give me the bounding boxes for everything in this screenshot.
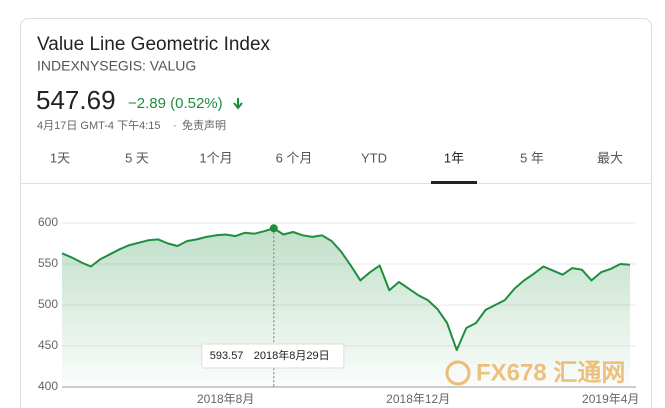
down-arrow — [233, 98, 243, 110]
timestamp: 4月17日 GMT-4 下午4:15 — [37, 119, 161, 132]
watermark: FX678 汇通网 — [476, 359, 625, 386]
y-tick-label: 500 — [38, 297, 58, 311]
y-tick-label: 550 — [38, 256, 58, 270]
price: 547.69 — [36, 85, 116, 115]
tab[interactable]: 5 天 — [125, 150, 149, 165]
tab[interactable]: 最大 — [597, 150, 623, 165]
hover-point — [269, 224, 278, 233]
tab[interactable]: 1个月 — [199, 150, 232, 165]
tab[interactable]: 6 个月 — [276, 150, 313, 165]
tooltip-box — [201, 343, 345, 369]
tab[interactable]: 1年 — [444, 150, 464, 165]
watermark-logo — [445, 360, 471, 386]
tooltip-value: 593.57 — [210, 350, 244, 362]
tooltip-date: 2018年8月29日 — [254, 348, 330, 362]
chart: 400 450 500 550 600 2018年8月 2018年12月 2019年4月 593… — [38, 215, 639, 406]
separator: · — [173, 120, 177, 132]
title: Value Line Geometric Index — [37, 34, 271, 55]
change: −2.89 (0.52%) — [128, 95, 223, 112]
tab-bar: 1天 5 天 1个月 6 个月 YTD 1年 5 年 最大 — [50, 150, 623, 184]
line — [61, 227, 631, 352]
disclaimer-link[interactable]: 免责声明 — [182, 118, 226, 132]
x-tick-label: 2018年8月 — [197, 392, 254, 406]
tab-underline — [431, 181, 477, 184]
tab[interactable]: YTD — [361, 150, 387, 165]
y-tick-label: 400 — [38, 379, 58, 393]
ticker: INDEXNYSEGIS: VALUG — [37, 58, 196, 74]
y-tick-label: 600 — [38, 215, 58, 229]
tab[interactable]: 5 年 — [520, 150, 544, 165]
x-tick-label: 2019年4月 — [582, 392, 639, 406]
x-tick-label: 2018年12月 — [386, 392, 450, 406]
y-tick-label: 450 — [38, 338, 58, 352]
tab[interactable]: 1天 — [50, 150, 70, 165]
